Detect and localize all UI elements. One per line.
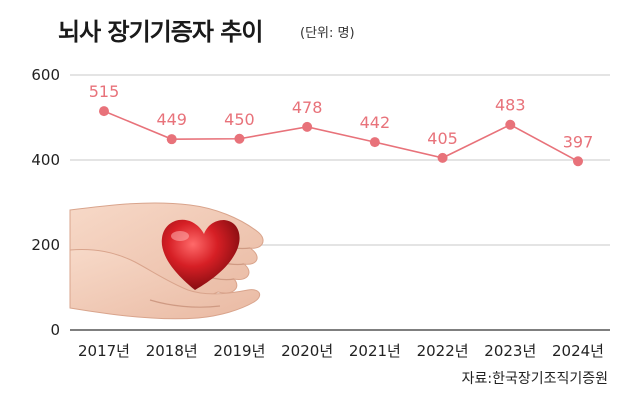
series-line: [103, 110, 579, 162]
x-tick-label: 2020년: [281, 342, 333, 360]
data-point: [99, 106, 109, 117]
x-tick-label: 2023년: [484, 342, 536, 360]
x-tick-label: 2019년: [213, 342, 265, 360]
data-point: [505, 119, 516, 130]
y-tick-label: 600: [31, 66, 60, 84]
series-line-path: [103, 110, 579, 162]
x-tick-label: 2024년: [552, 342, 604, 360]
unit-label: (단위: 명): [300, 26, 355, 41]
data-label: 449: [156, 110, 187, 129]
source-note: 자료:한국장기조직기증원: [461, 371, 608, 387]
data-point: [437, 152, 448, 163]
y-axis-ticks: 0 200 400 600: [31, 66, 60, 339]
data-label: 515: [89, 82, 120, 101]
data-label: 478: [292, 98, 323, 117]
x-tick-label: 2021년: [349, 342, 401, 360]
x-tick-label: 2018년: [146, 342, 198, 360]
data-point: [234, 133, 245, 144]
y-tick-label: 200: [31, 236, 60, 254]
x-tick-label: 2017년: [78, 342, 130, 360]
data-label: 450: [224, 110, 255, 129]
data-labels: 515 449 450 478 442 405 483 397: [89, 82, 594, 151]
data-point: [573, 156, 583, 167]
chart-title: 뇌사 장기기증자 추이: [58, 18, 263, 46]
x-tick-label: 2022년: [417, 342, 469, 360]
y-tick-label: 0: [50, 321, 60, 339]
data-point: [302, 121, 313, 132]
data-points: [99, 106, 583, 167]
hands-holding-heart-image: [69, 202, 264, 320]
y-tick-label: 400: [31, 151, 60, 169]
data-label: 397: [563, 132, 594, 151]
data-point: [166, 134, 177, 145]
data-label: 442: [360, 113, 391, 132]
data-label: 405: [427, 129, 458, 148]
x-axis-ticks: 2017년 2018년 2019년 2020년 2021년 2022년 2023년 2024년: [78, 342, 604, 360]
data-point: [369, 137, 380, 148]
data-label: 483: [495, 96, 526, 115]
